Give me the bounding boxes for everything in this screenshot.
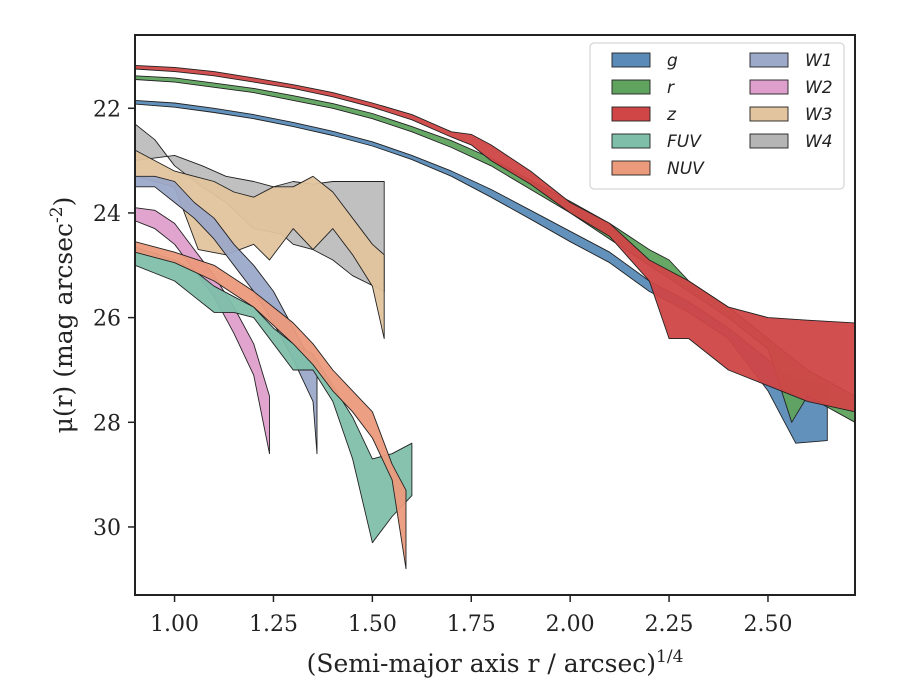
band-w3 — [135, 149, 385, 340]
x-tick-label: 2.25 — [645, 612, 694, 637]
bands-layer — [135, 64, 855, 570]
band-z — [135, 64, 855, 413]
legend-swatch-w4 — [749, 133, 789, 149]
legend-swatch-g — [611, 52, 651, 68]
x-axis-ticks: 1.00 1.25 1.50 1.75 2.00 2.25 2.50 — [150, 595, 792, 637]
x-tick-label: 1.25 — [249, 612, 298, 637]
y-tick-label: 30 — [93, 516, 121, 541]
y-tick-label: 26 — [93, 307, 121, 332]
plot-frame — [134, 34, 856, 596]
x-tick-label: 1.75 — [447, 612, 496, 637]
legend-label-r: r — [667, 78, 675, 98]
y-tick-label: 28 — [93, 411, 121, 436]
legend-label-w3: W3 — [805, 105, 833, 125]
x-tick-label: 1.00 — [150, 612, 199, 637]
y-tick-label: 22 — [93, 97, 121, 122]
legend-label-fuv: FUV — [667, 132, 702, 152]
legend-label-w1: W1 — [805, 51, 833, 71]
y-axis-ticks: 22 24 26 28 30 — [93, 97, 135, 541]
legend-swatch-r — [611, 79, 651, 95]
x-tick-label: 2.50 — [743, 612, 792, 637]
legend: grz FUV NUV W1 W2 W3 W4 — [589, 42, 845, 190]
band-nuv — [135, 241, 407, 570]
legend-label-nuv: NUV — [667, 159, 705, 179]
x-axis-label: (Semi-major axis r / arcsec)1/4 — [307, 647, 684, 678]
x-tick-label: 1.50 — [348, 612, 397, 637]
legend-swatch-w2 — [749, 79, 789, 95]
band-fuv — [135, 246, 413, 544]
legend-swatch-z — [611, 106, 651, 122]
legend-swatch-nuv — [611, 160, 651, 176]
x-tick-label: 2.00 — [546, 612, 595, 637]
legend-label-z: z — [666, 105, 677, 125]
legend-label-w2: W2 — [805, 78, 833, 98]
legend-swatch-fuv — [611, 133, 651, 149]
legend-swatch-w1 — [749, 52, 789, 68]
legend-box — [589, 42, 845, 190]
y-tick-label: 24 — [93, 202, 121, 227]
legend-label-w4: W4 — [805, 132, 833, 152]
y-axis-label: μ(r) (mag arcsec-2) — [47, 197, 78, 434]
legend-swatch-w3 — [749, 106, 789, 122]
legend-label-g: g — [667, 51, 678, 71]
